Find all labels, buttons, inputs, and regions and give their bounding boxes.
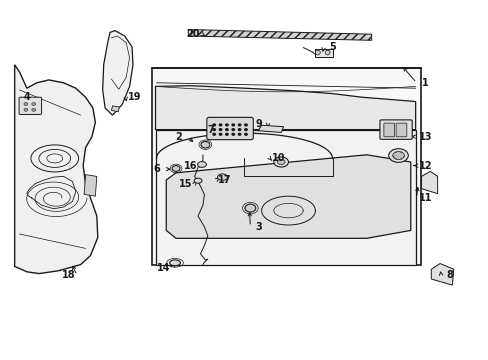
Ellipse shape (219, 124, 222, 126)
Ellipse shape (201, 141, 209, 148)
Text: 19: 19 (127, 92, 141, 102)
Polygon shape (102, 31, 133, 115)
Text: 13: 13 (418, 132, 431, 142)
Ellipse shape (273, 157, 288, 167)
Text: 9: 9 (255, 119, 262, 129)
Text: 5: 5 (328, 42, 335, 52)
Ellipse shape (194, 178, 202, 183)
Ellipse shape (244, 129, 247, 130)
Text: 16: 16 (183, 161, 197, 171)
Ellipse shape (225, 124, 228, 126)
Polygon shape (166, 155, 410, 238)
Text: 3: 3 (255, 222, 262, 232)
Text: 1: 1 (421, 78, 428, 88)
Text: 20: 20 (186, 29, 200, 39)
FancyBboxPatch shape (314, 49, 333, 57)
FancyBboxPatch shape (395, 123, 406, 137)
Ellipse shape (315, 50, 320, 55)
Ellipse shape (172, 166, 180, 171)
Polygon shape (15, 65, 98, 274)
Ellipse shape (325, 50, 329, 55)
Text: 8: 8 (446, 270, 452, 280)
Ellipse shape (231, 133, 234, 135)
Polygon shape (421, 171, 437, 194)
Ellipse shape (231, 124, 234, 126)
Ellipse shape (197, 162, 206, 167)
Ellipse shape (225, 129, 228, 130)
Ellipse shape (277, 159, 285, 165)
Ellipse shape (244, 204, 255, 212)
Ellipse shape (392, 152, 404, 159)
Ellipse shape (32, 103, 36, 105)
Ellipse shape (169, 260, 180, 266)
Ellipse shape (217, 174, 227, 180)
FancyBboxPatch shape (383, 123, 394, 137)
Polygon shape (84, 175, 97, 196)
Polygon shape (155, 130, 415, 265)
Text: 2: 2 (175, 132, 182, 142)
Text: 4: 4 (23, 92, 30, 102)
FancyBboxPatch shape (206, 117, 253, 140)
Ellipse shape (225, 133, 228, 135)
Ellipse shape (238, 133, 240, 135)
FancyBboxPatch shape (379, 120, 411, 139)
Text: 14: 14 (157, 263, 170, 273)
Polygon shape (155, 86, 415, 130)
Ellipse shape (24, 103, 28, 105)
Polygon shape (430, 264, 453, 285)
Text: 12: 12 (418, 161, 431, 171)
Polygon shape (111, 106, 119, 112)
Ellipse shape (231, 129, 234, 130)
FancyBboxPatch shape (19, 97, 41, 114)
Ellipse shape (238, 124, 240, 126)
Ellipse shape (213, 129, 215, 130)
Ellipse shape (219, 129, 222, 130)
Ellipse shape (24, 108, 28, 111)
Text: 10: 10 (271, 153, 285, 163)
Ellipse shape (213, 133, 215, 135)
Ellipse shape (244, 133, 247, 135)
Ellipse shape (388, 149, 407, 162)
Polygon shape (258, 125, 283, 132)
Ellipse shape (238, 129, 240, 130)
Text: 15: 15 (179, 179, 192, 189)
Text: 6: 6 (153, 164, 160, 174)
Ellipse shape (244, 124, 247, 126)
Polygon shape (151, 68, 420, 265)
Text: 17: 17 (218, 175, 231, 185)
Ellipse shape (32, 108, 36, 111)
Text: 18: 18 (61, 270, 75, 280)
Ellipse shape (219, 133, 222, 135)
Polygon shape (188, 30, 371, 40)
Ellipse shape (213, 124, 215, 126)
Text: 11: 11 (418, 193, 431, 203)
Text: 7: 7 (206, 125, 213, 135)
